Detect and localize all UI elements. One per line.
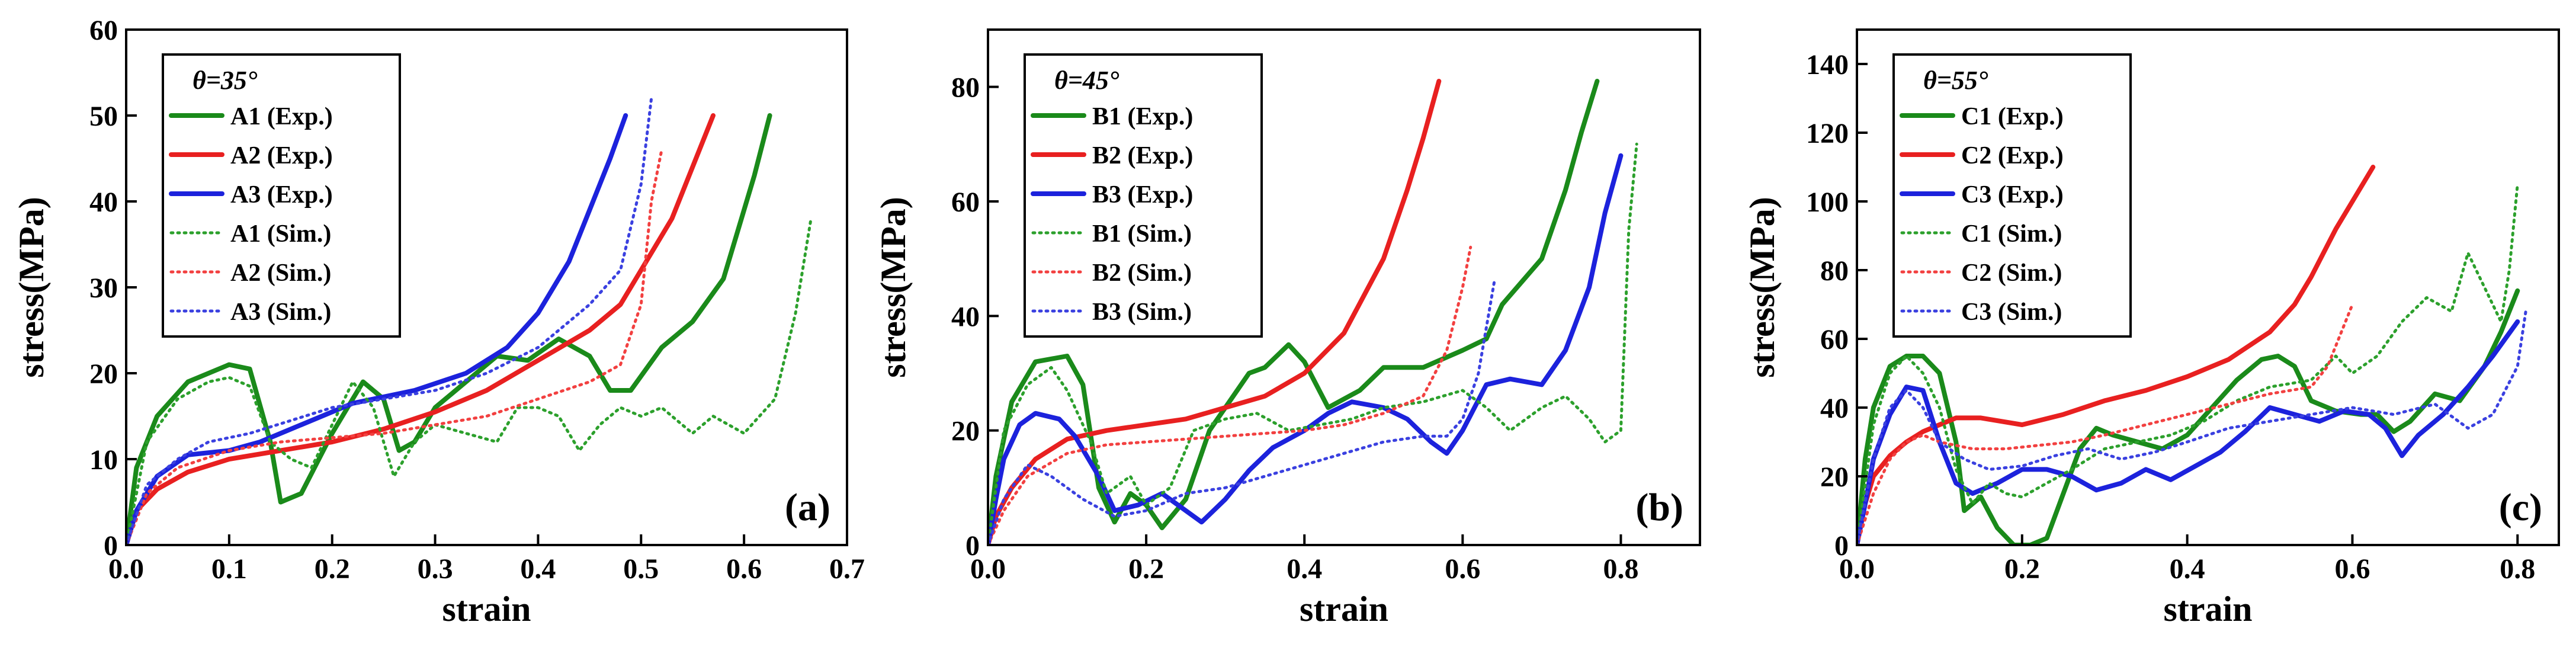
series-line-c2-exp [1857, 165, 2376, 545]
series-line-a2-exp [126, 113, 716, 545]
legend-entry: C2 (Sim.) [1961, 259, 2062, 287]
legend: θ=45° B1 (Exp.) B2 (Exp.) B3 (Exp.) B1 (Sim.… [1024, 53, 1263, 338]
series-group [1857, 165, 2527, 545]
x-axis-title: strain [2164, 589, 2253, 629]
y-tick-label: 60 [951, 187, 980, 218]
legend-entry: C1 (Sim.) [1961, 220, 2062, 248]
y-tick-label: 60 [89, 15, 118, 46]
x-tick-label: 0.5 [623, 553, 659, 585]
x-tick-label: 0.4 [520, 553, 556, 585]
series-line-c3-exp [1857, 319, 2520, 545]
plot-frame [1856, 28, 2560, 546]
series-group [988, 79, 1638, 545]
legend-entry: B2 (Sim.) [1092, 259, 1192, 287]
panel-label: (b) [1635, 486, 1683, 529]
x-tick-label: 0.4 [2170, 553, 2205, 585]
legend-entry: A1 (Sim.) [230, 220, 331, 248]
legend-entry: C1 (Exp.) [1961, 103, 2064, 130]
x-tick-label: 0.0 [1839, 553, 1875, 585]
y-tick-label: 0 [1834, 530, 1849, 562]
legend-entry: C3 (Exp.) [1961, 181, 2064, 209]
x-axis-title: strain [1300, 589, 1388, 629]
x-tick-label: 0.7 [829, 553, 865, 585]
legend-title: θ=55° [1923, 66, 1988, 95]
y-tick-label: 80 [951, 72, 980, 104]
series-line-a1-sim [126, 217, 813, 545]
legend-title: θ=45° [1054, 66, 1119, 95]
series-line-b2-sim [988, 245, 1473, 545]
y-tick-label: 80 [1820, 255, 1849, 287]
legend-title: θ=35° [193, 66, 258, 95]
series-line-a2-sim [126, 148, 663, 545]
y-tick-label: 20 [1820, 461, 1849, 493]
legend: θ=55° C1 (Exp.) C2 (Exp.) C3 (Exp.) C1 (Sim.… [1892, 53, 2132, 338]
y-tick-label: 100 [1806, 187, 1849, 218]
y-axis-title: stress(MPa) [874, 197, 913, 377]
legend-entry: A2 (Exp.) [230, 142, 333, 169]
x-tick-label: 0.8 [2500, 553, 2535, 585]
legend-entry: A3 (Sim.) [230, 299, 331, 326]
legend-entry: B3 (Sim.) [1092, 299, 1192, 326]
x-axis-title: strain [442, 589, 531, 629]
y-tick-label: 0 [965, 530, 980, 562]
x-tick-label: 0.6 [726, 553, 762, 585]
series-line-a3-exp [126, 113, 628, 545]
chart-panel-3: 0.0 0.2 0.4 0.6 0.8 0 20 40 60 80 100 120 140 strain s… [1743, 28, 2560, 629]
legend-entry: C3 (Sim.) [1961, 299, 2062, 326]
y-tick-label: 50 [89, 101, 118, 132]
series-line-a3-sim [126, 97, 653, 545]
legend-entry: A1 (Exp.) [230, 103, 333, 130]
series-line-c1-sim [1857, 182, 2519, 545]
y-tick-label: 120 [1806, 118, 1849, 149]
legend-entry: B3 (Exp.) [1092, 181, 1193, 209]
y-axis-title: stress(MPa) [1743, 197, 1782, 377]
y-tick-label: 40 [951, 301, 980, 332]
legend-entry: B1 (Sim.) [1092, 220, 1192, 248]
plot-frame [987, 28, 1701, 546]
x-tick-label: 0.0 [970, 553, 1006, 585]
y-axis-title: stress(MPa) [12, 197, 51, 377]
legend: θ=35° A1 (Exp.) A2 (Exp.) A3 (Exp.) A1 (Sim.… [162, 53, 401, 338]
x-tick-label: 0.0 [108, 553, 144, 585]
y-tick-label: 40 [89, 187, 118, 218]
y-tick-label: 20 [89, 358, 118, 390]
x-tick-label: 0.2 [315, 553, 350, 585]
series-line-b3-sim [988, 280, 1496, 545]
series-line-b1-sim [988, 142, 1638, 545]
x-tick-label: 0.4 [1287, 553, 1322, 585]
legend-entry: B2 (Exp.) [1092, 142, 1193, 169]
x-tick-label: 0.8 [1603, 553, 1638, 585]
y-tick-label: 40 [1820, 393, 1849, 424]
y-tick-label: 10 [89, 444, 118, 476]
x-tick-label: 0.1 [211, 553, 247, 585]
y-tick-label: 20 [951, 416, 980, 447]
y-tick-label: 60 [1820, 324, 1849, 355]
legend-entry: A2 (Sim.) [230, 259, 331, 287]
series-line-c2-sim [1857, 303, 2354, 545]
panel-label: (c) [2499, 486, 2542, 529]
panel-label: (a) [785, 486, 830, 529]
x-tick-label: 0.2 [1128, 553, 1164, 585]
y-tick-label: 0 [104, 530, 118, 562]
chart-panel-2: 0.0 0.2 0.4 0.6 0.8 0 20 40 60 80 strain stress(MPa… [874, 28, 1701, 629]
legend-entry: B1 (Exp.) [1092, 103, 1193, 130]
chart-panel-1: 0.0 0.1 0.2 0.3 0.4 0.5 0.6 0.7 0 10 20 30 40 50 60 str… [12, 15, 865, 629]
x-tick-label: 0.2 [2004, 553, 2040, 585]
series-line-b1-exp [988, 79, 1600, 545]
y-tick-label: 140 [1806, 49, 1849, 81]
y-tick-label: 30 [89, 273, 118, 304]
x-tick-label: 0.3 [418, 553, 453, 585]
series-line-b3-exp [988, 153, 1624, 545]
series-group [126, 97, 813, 545]
legend-entry: A3 (Exp.) [230, 181, 333, 209]
legend-entry: C2 (Exp.) [1961, 142, 2064, 169]
x-tick-label: 0.6 [1445, 553, 1480, 585]
series-line-c3-sim [1857, 310, 2527, 545]
x-tick-label: 0.6 [2334, 553, 2370, 585]
series-line-b2-exp [988, 79, 1442, 545]
